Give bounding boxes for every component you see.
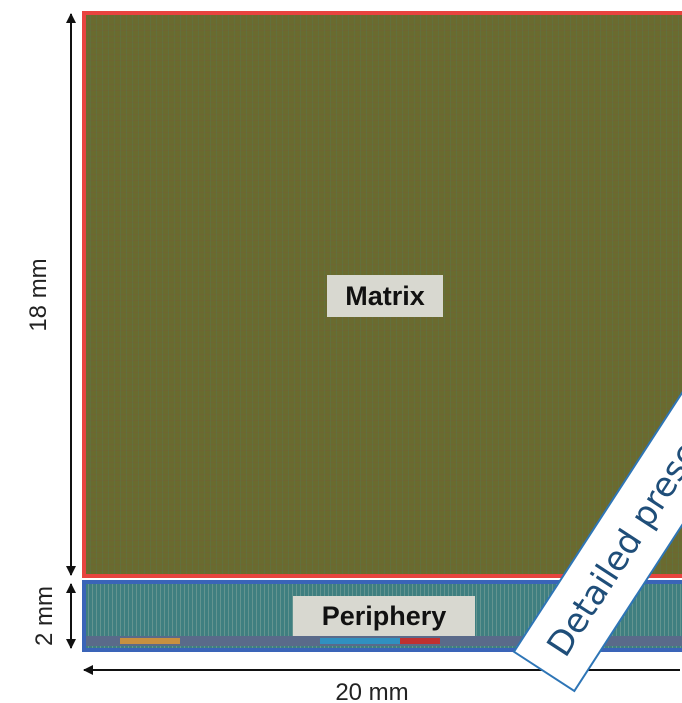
io-pad bbox=[120, 638, 180, 644]
chip-diagram: Matrix Periphery 18 mm 2 mm 20 mm Detail… bbox=[0, 0, 682, 703]
periphery-label: Periphery bbox=[322, 601, 447, 631]
periphery-height-label: 2 mm bbox=[31, 586, 58, 646]
io-pad bbox=[320, 638, 400, 644]
matrix-label: Matrix bbox=[345, 281, 425, 311]
matrix-height-label: 18 mm bbox=[25, 258, 52, 331]
width-label: 20 mm bbox=[335, 679, 408, 703]
io-pad bbox=[400, 638, 440, 644]
page: Matrix Periphery 18 mm 2 mm 20 mm Detail… bbox=[0, 0, 682, 703]
